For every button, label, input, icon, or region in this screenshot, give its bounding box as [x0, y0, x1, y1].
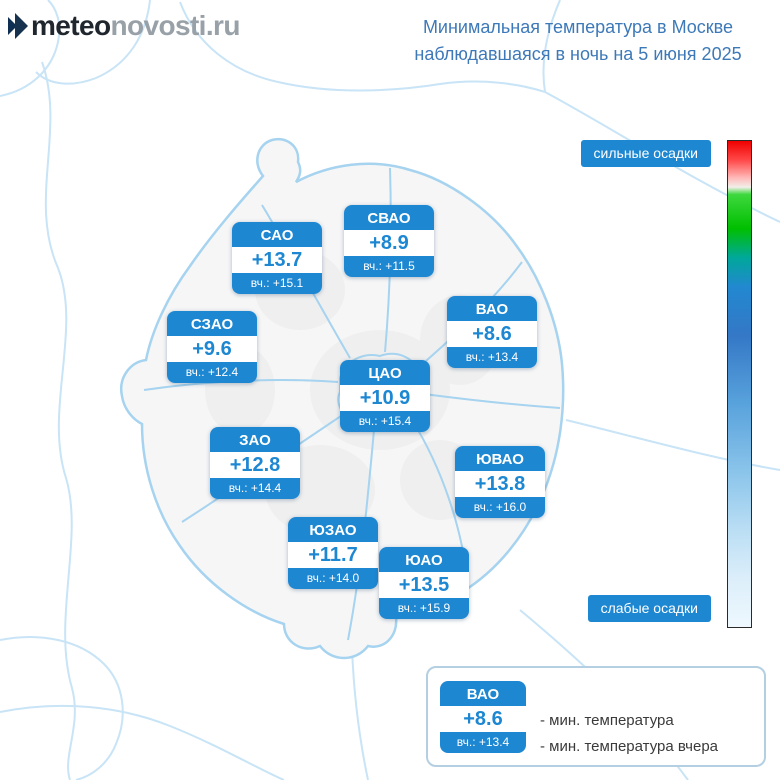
district-name: ЮАО — [379, 547, 469, 572]
district-min-temp: +13.7 — [232, 247, 322, 273]
logo-text-novosti: novosti.ru — [110, 10, 240, 41]
district-min-temp: +12.8 — [210, 452, 300, 478]
district-prev-temp: вч.: +15.9 — [379, 598, 469, 619]
district-min-temp: +8.9 — [344, 230, 434, 256]
district-name: ЗАО — [210, 427, 300, 452]
legend-example-name: ВАО — [440, 681, 526, 706]
district-badge-vao: ВАО +8.6 вч.: +13.4 — [447, 296, 537, 368]
district-badge-svao: СВАО +8.9 вч.: +11.5 — [344, 205, 434, 277]
district-prev-temp: вч.: +15.1 — [232, 273, 322, 294]
district-min-temp: +10.9 — [340, 385, 430, 411]
district-badge-zao: ЗАО +12.8 вч.: +14.4 — [210, 427, 300, 499]
legend-example-prev: вч.: +13.4 — [440, 732, 526, 753]
scale-label-strong-precipitation: сильные осадки — [580, 140, 711, 167]
district-name: ЮЗАО — [288, 517, 378, 542]
district-min-temp: +11.7 — [288, 542, 378, 568]
site-logo[interactable]: meteonovosti.ru — [8, 10, 240, 42]
logo-icon — [8, 13, 28, 39]
district-badge-yuao: ЮАО +13.5 вч.: +15.9 — [379, 547, 469, 619]
district-name: ЦАО — [340, 360, 430, 385]
district-name: ЮВАО — [455, 446, 545, 471]
district-min-temp: +13.5 — [379, 572, 469, 598]
district-badge-yuvao: ЮВАО +13.8 вч.: +16.0 — [455, 446, 545, 518]
legend-example-temp: +8.6 — [440, 706, 526, 732]
district-prev-temp: вч.: +13.4 — [447, 347, 537, 368]
district-prev-temp: вч.: +15.4 — [340, 411, 430, 432]
district-badge-sao: САО +13.7 вч.: +15.1 — [232, 222, 322, 294]
district-prev-temp: вч.: +16.0 — [455, 497, 545, 518]
precipitation-color-scale — [727, 140, 752, 628]
district-badge-yuzao: ЮЗАО +11.7 вч.: +14.0 — [288, 517, 378, 589]
district-prev-temp: вч.: +14.4 — [210, 478, 300, 499]
district-prev-temp: вч.: +11.5 — [344, 256, 434, 277]
legend-example-badge: ВАО +8.6 вч.: +13.4 — [440, 681, 526, 753]
district-name: СЗАО — [167, 311, 257, 336]
district-badge-szao: СЗАО +9.6 вч.: +12.4 — [167, 311, 257, 383]
page-title-line2: наблюдавшаяся в ночь на 5 июня 2025 — [414, 44, 742, 64]
logo-text-meteo: meteo — [31, 10, 111, 41]
district-badge-cao: ЦАО +10.9 вч.: +15.4 — [340, 360, 430, 432]
district-name: САО — [232, 222, 322, 247]
logo-text: meteonovosti.ru — [31, 10, 240, 42]
legend-prev-temp-label: - мин. температура вчера — [540, 738, 719, 755]
district-prev-temp: вч.: +14.0 — [288, 568, 378, 589]
district-min-temp: +9.6 — [167, 336, 257, 362]
district-name: СВАО — [344, 205, 434, 230]
district-min-temp: +13.8 — [455, 471, 545, 497]
page-title: Минимальная температура в Москве наблюда… — [382, 14, 774, 68]
page-title-line1: Минимальная температура в Москве — [422, 17, 734, 37]
district-name: ВАО — [447, 296, 537, 321]
district-min-temp: +8.6 — [447, 321, 537, 347]
scale-label-weak-precipitation: слабые осадки — [587, 595, 711, 622]
legend: ВАО +8.6 вч.: +13.4 - мин. температура -… — [426, 666, 766, 767]
legend-min-temp-label: - мин. температура — [540, 712, 674, 729]
district-prev-temp: вч.: +12.4 — [167, 362, 257, 383]
